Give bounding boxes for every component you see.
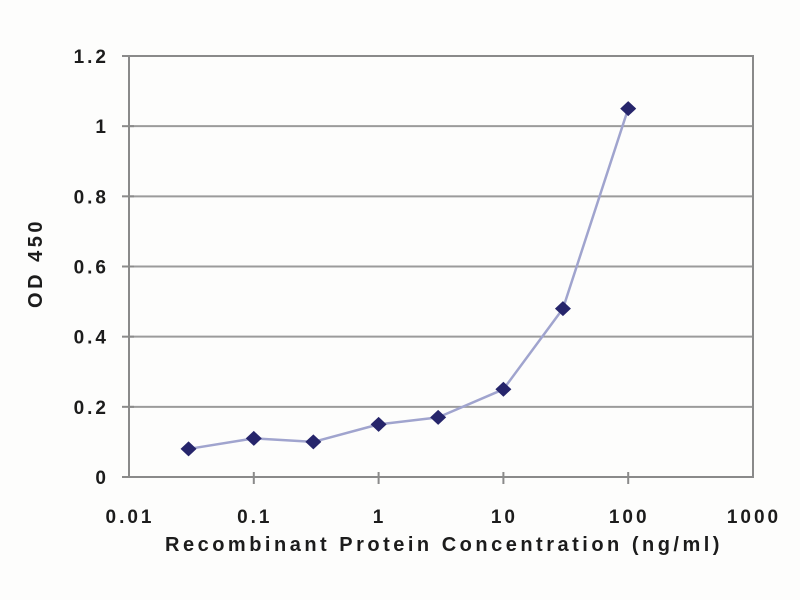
data-point [305,434,322,450]
x-tick-labels: 0.01 0.1 1 10 100 1000 [106,507,781,528]
y-tick-label: 1 [95,117,109,138]
y-tick-labels: 0 0.2 0.4 0.6 0.8 1 1.2 [74,47,109,489]
data-point [180,441,197,457]
y-tick-label: 1.2 [74,47,109,68]
data-point [620,101,637,117]
data-points [180,101,637,457]
x-axis-title: Recombinant Protein Concentration (ng/ml… [165,534,723,556]
data-point [370,416,387,432]
y-tick-label: 0.2 [74,398,109,419]
x-tick-label: 0.01 [106,507,155,528]
y-tick-label: 0.6 [74,258,109,279]
series-line [188,108,630,451]
axis-ticks [122,55,630,484]
y-tick-label: 0.4 [74,328,109,349]
gridlines [129,125,753,408]
data-point [495,381,512,397]
data-point [245,430,262,446]
x-tick-label: 10 [491,507,518,528]
x-tick-label: 100 [609,507,650,528]
x-tick-label: 1 [373,507,387,528]
y-tick-label: 0.8 [74,187,109,208]
x-tick-label: 1000 [727,507,781,528]
y-axis-title: OD 450 [25,218,47,308]
x-tick-label: 0.1 [237,507,272,528]
data-point [554,301,571,317]
y-tick-label: 0 [95,468,109,489]
data-point [430,409,447,425]
